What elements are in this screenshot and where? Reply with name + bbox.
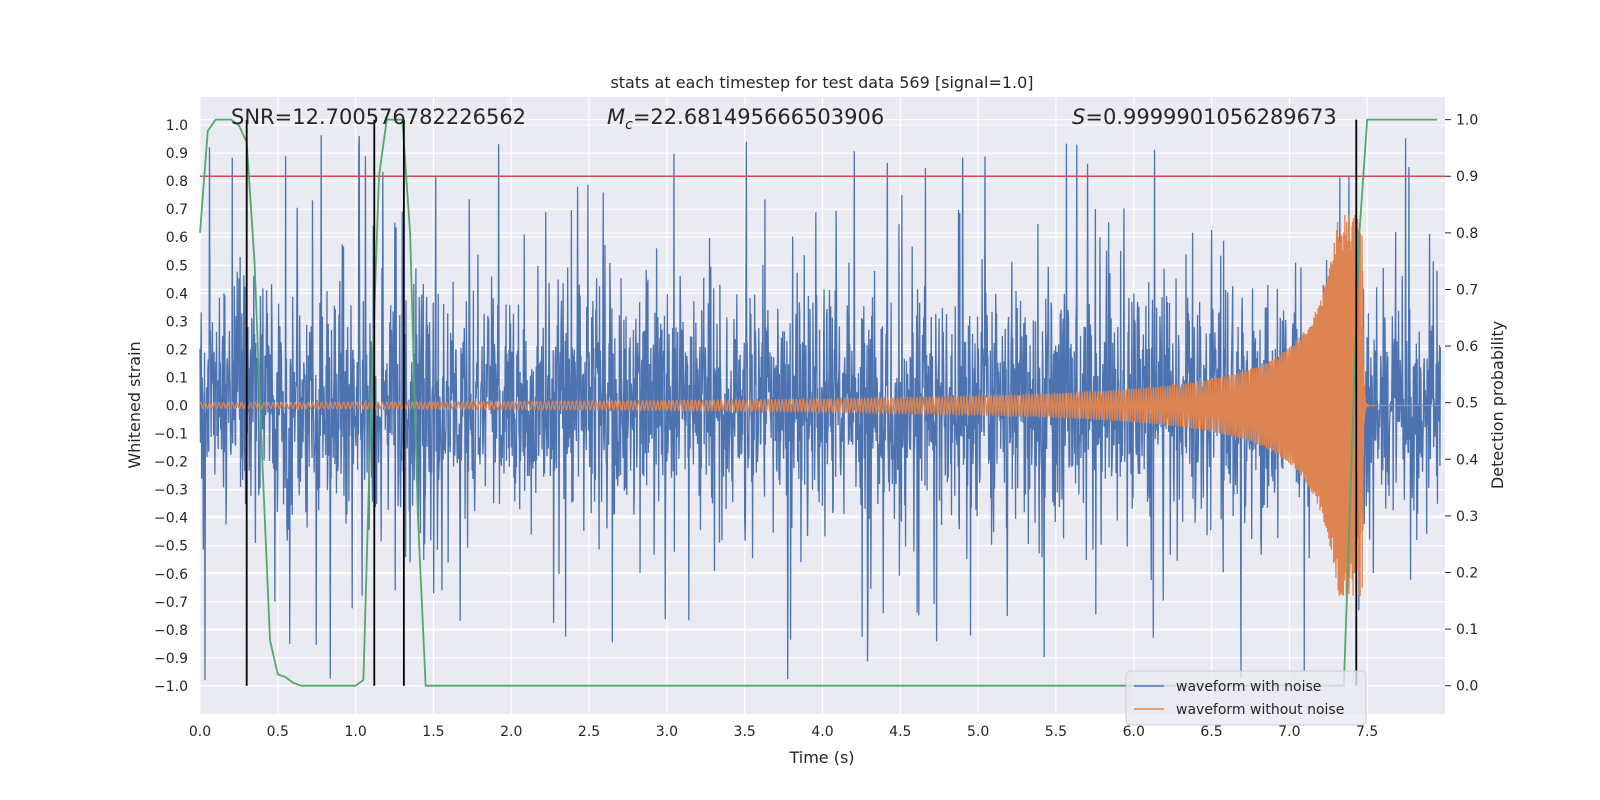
y-tick-label: 0.0 — [166, 399, 188, 415]
x-tick-labels: 0.0 0.5 1.0 1.5 2.0 2.5 3.0 3.5 4.0 4.5 5.0 5.5 6.0 6… — [189, 724, 1378, 740]
y2-tick-label: 0.9 — [1456, 169, 1478, 185]
x-tick-label: 2.5 — [578, 724, 600, 740]
y-tick-label: −0.7 — [154, 595, 188, 611]
x-tick-label: 6.5 — [1200, 724, 1222, 740]
y2-tick-label: 1.0 — [1456, 113, 1478, 129]
y-tick-label: 0.8 — [166, 174, 188, 190]
y2-tick-label: 0.1 — [1456, 622, 1478, 638]
y-tick-label: 0.9 — [166, 146, 188, 162]
y2-tick-labels: 1.0 0.9 0.8 0.7 0.6 0.5 0.4 0.3 0.2 0.1 0.0 — [1445, 113, 1478, 695]
y2-tick-label: 0.4 — [1456, 452, 1478, 468]
x-tick-label: 2.0 — [500, 724, 522, 740]
x-tick-label: 1.0 — [344, 724, 366, 740]
x-tick-label: 0.5 — [267, 724, 289, 740]
y-gridlines — [200, 124, 1445, 687]
y-tick-label: 0.2 — [166, 342, 188, 358]
y-tick-label: −1.0 — [154, 679, 188, 695]
chirp-mass-value: =22.681495666503906 — [633, 105, 884, 129]
y-tick-label: 0.3 — [166, 314, 188, 330]
y-tick-label: −0.1 — [154, 427, 188, 443]
y-tick-label: 1.0 — [166, 118, 188, 134]
y-tick-label: 0.4 — [166, 286, 188, 302]
legend: waveform with noise waveform without noi… — [1125, 670, 1367, 726]
x-tick-label: 4.0 — [811, 724, 833, 740]
y2-tick-label: 0.5 — [1456, 396, 1478, 412]
y-axis-label: Whitened strain — [125, 341, 144, 468]
x-tick-label: 4.5 — [889, 724, 911, 740]
y-tick-label: −0.8 — [154, 623, 188, 639]
legend-label-noise: waveform with noise — [1176, 679, 1321, 695]
y-tick-label: 0.5 — [166, 258, 188, 274]
y-tick-label: 0.7 — [166, 202, 188, 218]
y-tick-labels: 1.0 0.9 0.8 0.7 0.6 0.5 0.4 0.3 0.2 0.1 0.0 −0.1 −0.… — [154, 118, 188, 695]
legend-label-clean: waveform without noise — [1176, 702, 1344, 718]
y2-tick-label: 0.3 — [1456, 509, 1478, 525]
y2-tick-label: 0.6 — [1456, 339, 1478, 355]
series-layer — [199, 118, 1445, 687]
x-tick-label: 6.0 — [1123, 724, 1145, 740]
x-tick-label: 3.5 — [734, 724, 756, 740]
x-tick-label: 1.5 — [422, 724, 444, 740]
y-tick-label: −0.3 — [154, 483, 188, 499]
x-axis-label: Time (s) — [788, 748, 854, 767]
legend-box — [1125, 670, 1367, 726]
x-tick-label: 0.0 — [189, 724, 211, 740]
y-tick-label: 0.1 — [166, 370, 188, 386]
chirp-mass-symbol: M — [607, 105, 625, 129]
y-tick-label: −0.9 — [154, 651, 188, 667]
x-tick-label: 7.5 — [1356, 724, 1378, 740]
y2-tick-label: 0.2 — [1456, 565, 1478, 581]
series-waveform-with-noise — [199, 135, 1441, 681]
y2-tick-label: 0.7 — [1456, 282, 1478, 298]
chirp-mass-subscript: c — [625, 117, 633, 133]
chart-title: stats at each timestep for test data 569… — [610, 73, 1033, 92]
y2-axis-label: Detection probability — [1488, 321, 1507, 489]
stat-s-annotation: S=0.9999901056289673 — [1072, 105, 1337, 129]
x-tick-label: 5.5 — [1045, 724, 1067, 740]
chirp-mass-annotation: Mc=22.681495666503906 — [607, 105, 884, 133]
y-tick-label: −0.5 — [154, 539, 188, 555]
x-tick-label: 3.0 — [656, 724, 678, 740]
y2-tick-label: 0.8 — [1456, 226, 1478, 242]
stat-s-symbol: S — [1072, 105, 1085, 129]
x-tick-label: 7.0 — [1278, 724, 1300, 740]
y-tick-label: −0.2 — [154, 455, 188, 471]
y-tick-label: 0.6 — [166, 230, 188, 246]
x-tick-label: 5.0 — [967, 724, 989, 740]
y-tick-label: −0.6 — [154, 567, 188, 583]
y2-tick-label: 0.0 — [1456, 679, 1478, 695]
y-tick-label: −0.4 — [154, 511, 188, 527]
series-waveform-without-noise — [199, 214, 1441, 597]
snr-annotation: SNR=12.700576782226562 — [231, 105, 526, 129]
stat-s-value: =0.9999901056289673 — [1085, 105, 1336, 129]
